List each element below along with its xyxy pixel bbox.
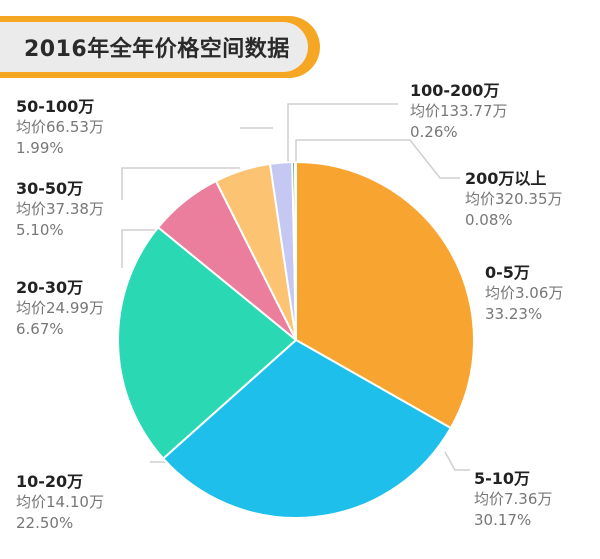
leader-lines: [121, 103, 471, 471]
slice-percent: 0.26%: [410, 123, 458, 141]
label-200-plus: 200万以上 均价320.35万 0.08%: [465, 168, 563, 231]
slice-percent: 1.99%: [16, 139, 64, 157]
slice-10-20万: [117, 225, 298, 460]
slice-avg: 均价14.10万: [16, 493, 104, 511]
slice-name: 200万以上: [465, 169, 547, 188]
label-30-50: 30-50万 均价37.38万 5.10%: [16, 178, 104, 241]
slice-avg: 均价37.38万: [16, 200, 104, 218]
slice-5-10万: [161, 338, 453, 519]
slice-avg: 均价66.53万: [16, 118, 104, 136]
slice-percent: 22.50%: [16, 514, 74, 532]
leader-line-5-10万: [444, 451, 470, 471]
slice-percent: 33.23%: [485, 305, 543, 323]
slice-percent: 6.67%: [16, 320, 64, 338]
label-10-20: 10-20万 均价14.10万 22.50%: [16, 471, 104, 534]
label-100-200: 100-200万 均价133.77万 0.26%: [410, 80, 508, 143]
label-5-10: 5-10万 均价7.36万 30.17%: [474, 468, 552, 531]
title-panel: 2016年全年价格空间数据: [0, 22, 308, 72]
label-50-100: 50-100万 均价66.53万 1.99%: [16, 96, 104, 159]
slice-avg: 均价24.99万: [16, 299, 104, 317]
slice-avg: 均价133.77万: [410, 102, 508, 120]
slice-name: 100-200万: [410, 81, 500, 100]
slice-name: 10-20万: [16, 472, 84, 491]
leader-line-200万以上: [295, 139, 460, 179]
leader-line-30-50万: [121, 167, 240, 200]
slice-name: 0-5万: [485, 263, 530, 282]
chart-title: 2016年全年价格空间数据: [24, 37, 290, 62]
label-0-5: 0-5万 均价3.06万 33.23%: [485, 262, 563, 325]
slice-percent: 0.08%: [465, 211, 513, 229]
slice-name: 20-30万: [16, 278, 84, 297]
slice-name: 30-50万: [16, 179, 84, 198]
label-20-30: 20-30万 均价24.99万 6.67%: [16, 277, 104, 340]
slice-avg: 均价7.36万: [474, 490, 553, 508]
slice-name: 50-100万: [16, 97, 95, 116]
slice-percent: 30.17%: [474, 511, 532, 529]
slice-avg: 均价320.35万: [465, 190, 563, 208]
leader-line-100-200万: [287, 103, 398, 162]
slice-name: 5-10万: [474, 469, 531, 488]
leader-line-20-30万: [121, 229, 160, 268]
slice-200万以上: [294, 160, 297, 341]
slice-0-5万: [295, 160, 475, 430]
pie-slices: [117, 160, 475, 519]
slice-avg: 均价3.06万: [485, 284, 564, 302]
slice-percent: 5.10%: [16, 221, 64, 239]
